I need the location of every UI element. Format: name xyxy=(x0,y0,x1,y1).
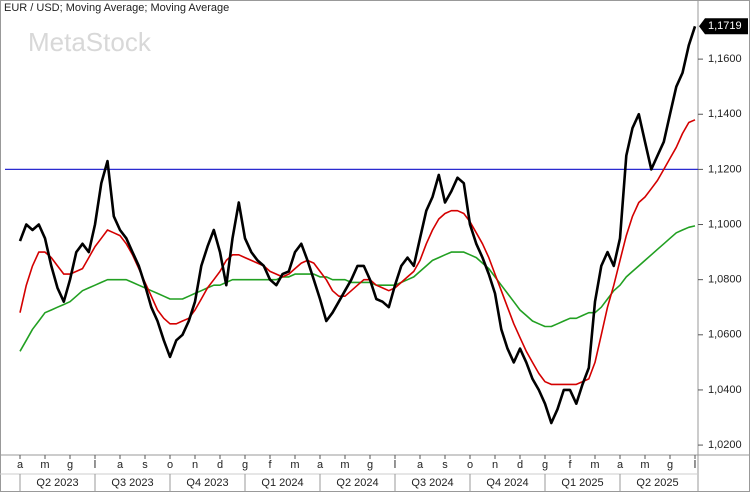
quarter-label: Q1 2025 xyxy=(561,477,603,489)
quarter-label: Q2 2024 xyxy=(336,477,378,489)
x-tick-label: m xyxy=(290,459,299,471)
x-tick-label: o xyxy=(467,459,473,471)
x-tick-label: a xyxy=(117,459,124,471)
y-tick-label: 1,0800 xyxy=(708,274,742,286)
y-tick-label: 1,0200 xyxy=(708,439,742,451)
x-tick-label: m xyxy=(640,459,649,471)
chart-title: EUR / USD; Moving Average; Moving Averag… xyxy=(4,2,229,14)
x-tick-label: l xyxy=(694,459,696,471)
x-tick-label: g xyxy=(367,459,373,471)
quarter-label: Q4 2023 xyxy=(186,477,228,489)
x-tick-label: n xyxy=(192,459,198,471)
x-tick-label: n xyxy=(492,459,498,471)
x-tick-label: m xyxy=(590,459,599,471)
y-tick-label: 1,1200 xyxy=(708,163,742,175)
y-tick-label: 1,1600 xyxy=(708,53,742,65)
x-tick-label: a xyxy=(617,459,624,471)
quarter-label: Q3 2024 xyxy=(411,477,453,489)
x-tick-label: a xyxy=(417,459,424,471)
x-tick-label: l xyxy=(394,459,396,471)
y-tick-label: 1,0400 xyxy=(708,384,742,396)
x-tick-label: g xyxy=(242,459,248,471)
y-tick-label: 1,0600 xyxy=(708,329,742,341)
x-tick-label: g xyxy=(67,459,73,471)
x-tick-label: s xyxy=(442,459,448,471)
quarter-label: Q4 2024 xyxy=(486,477,528,489)
x-tick-label: m xyxy=(40,459,49,471)
x-tick-label: m xyxy=(340,459,349,471)
x-tick-label: g xyxy=(667,459,673,471)
y-tick-label: 1,1000 xyxy=(708,218,742,230)
x-tick-label: g xyxy=(542,459,548,471)
last-value-label: 1,1719 xyxy=(708,20,742,32)
x-tick-label: s xyxy=(142,459,148,471)
x-tick-label: l xyxy=(94,459,96,471)
quarter-label: Q1 2024 xyxy=(261,477,303,489)
x-tick-label: d xyxy=(217,459,223,471)
last-value-box xyxy=(699,18,748,35)
series-line xyxy=(18,25,697,425)
x-tick-label: a xyxy=(317,459,324,471)
quarter-label: Q2 2023 xyxy=(36,477,78,489)
x-tick-label: f xyxy=(568,459,572,471)
x-tick-label: o xyxy=(167,459,173,471)
quarter-label: Q2 2025 xyxy=(636,477,678,489)
x-tick-label: d xyxy=(517,459,523,471)
quarter-label: Q3 2023 xyxy=(111,477,153,489)
watermark: MetaStock xyxy=(28,27,152,57)
y-tick-label: 1,1400 xyxy=(708,108,742,120)
x-tick-label: f xyxy=(268,459,272,471)
x-tick-label: a xyxy=(17,459,24,471)
series-line xyxy=(19,225,696,352)
